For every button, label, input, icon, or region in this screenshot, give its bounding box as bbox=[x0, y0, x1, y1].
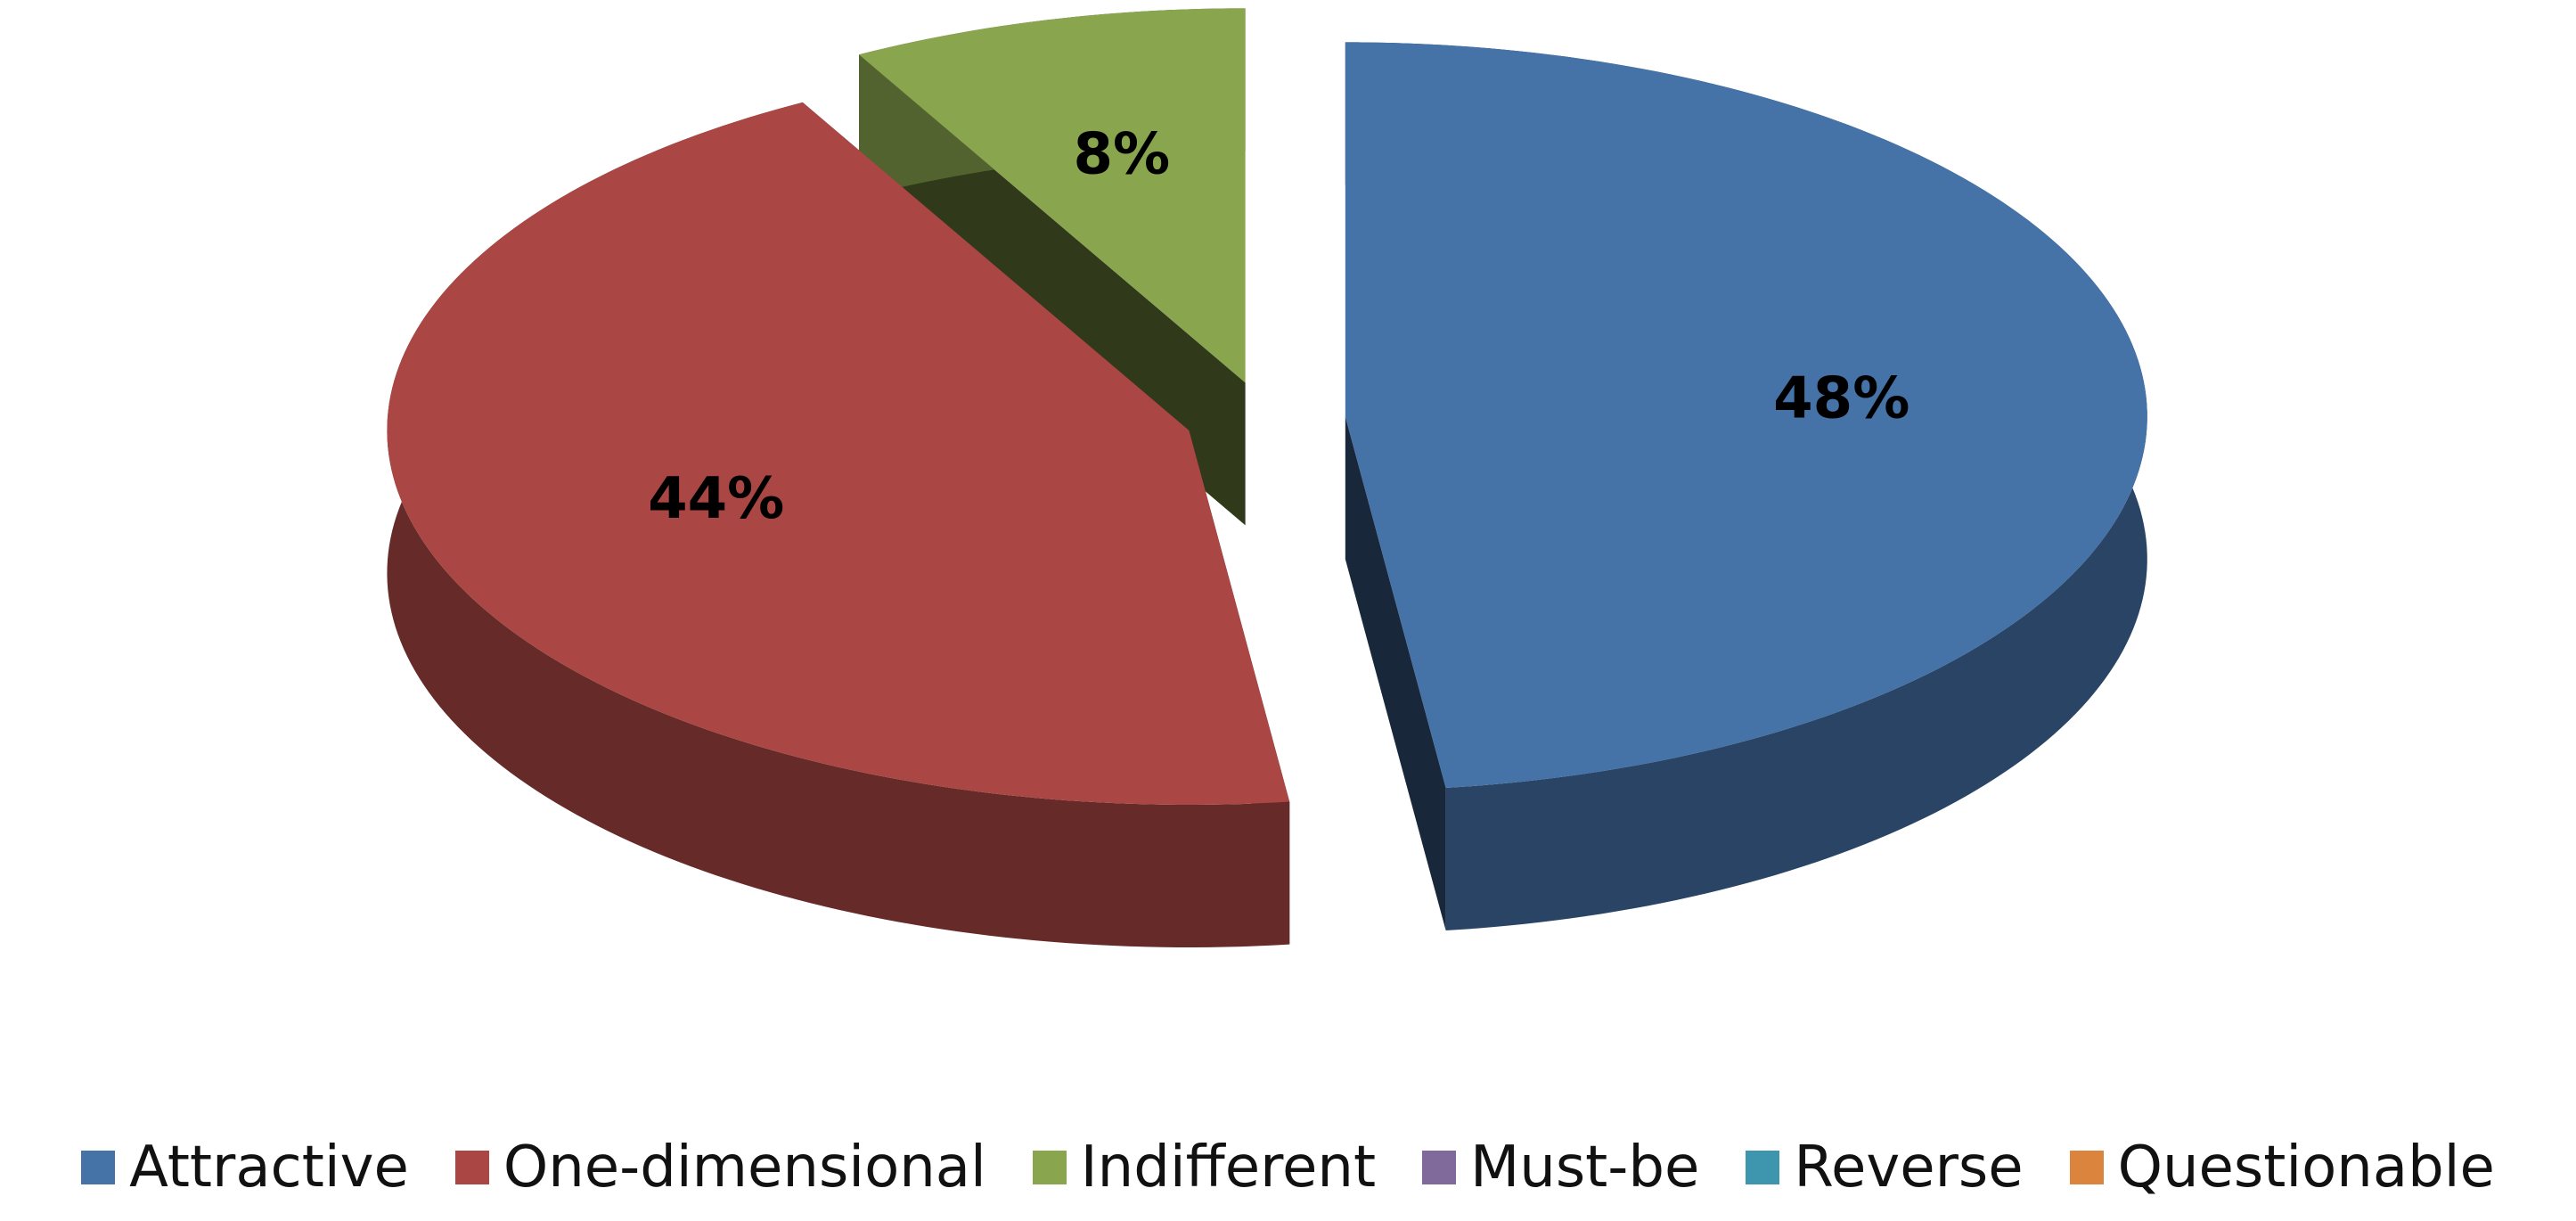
pie-slice bbox=[859, 8, 1246, 383]
data-label: 48% bbox=[1773, 366, 1910, 432]
legend-label: Indifferent bbox=[1080, 1135, 1377, 1201]
legend-swatch bbox=[81, 1151, 116, 1184]
legend-item: Questionable bbox=[2069, 1135, 2495, 1201]
legend-swatch bbox=[1746, 1151, 1780, 1184]
legend-label: Questionable bbox=[2117, 1135, 2495, 1201]
legend-label: Attractive bbox=[129, 1135, 409, 1201]
data-label: 8% bbox=[1074, 122, 1171, 188]
legend-item: Must-be bbox=[1422, 1135, 1699, 1201]
legend-swatch bbox=[1422, 1151, 1457, 1184]
legend-item: Indifferent bbox=[1032, 1135, 1377, 1201]
chart: 48% 44% 8% bbox=[387, 8, 2147, 947]
legend-swatch bbox=[2069, 1151, 2104, 1184]
legend-swatch bbox=[454, 1151, 489, 1184]
slice-wall bbox=[1345, 416, 1446, 931]
pie-slice bbox=[1345, 42, 2147, 789]
legend-label: Must-be bbox=[1470, 1135, 1700, 1201]
legend-label: Reverse bbox=[1794, 1135, 2024, 1201]
legend: Attractive One-dimensional Indifferent Must… bbox=[0, 1127, 2576, 1208]
legend-item: One-dimensional bbox=[454, 1135, 986, 1201]
legend-item: Reverse bbox=[1746, 1135, 2024, 1201]
legend-item: Attractive bbox=[81, 1135, 409, 1201]
legend-label: One-dimensional bbox=[503, 1135, 986, 1201]
legend-swatch bbox=[1032, 1151, 1067, 1184]
slice-side bbox=[387, 102, 1290, 947]
data-label: 44% bbox=[648, 466, 784, 532]
pie-slice bbox=[387, 102, 1290, 805]
